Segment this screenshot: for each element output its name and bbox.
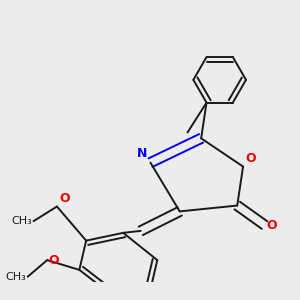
- Text: CH₃: CH₃: [11, 216, 32, 226]
- Text: O: O: [49, 254, 59, 267]
- Text: O: O: [267, 218, 278, 232]
- Text: CH₃: CH₃: [5, 272, 26, 282]
- Text: O: O: [59, 192, 70, 205]
- Text: O: O: [245, 152, 256, 165]
- Text: N: N: [137, 147, 148, 160]
